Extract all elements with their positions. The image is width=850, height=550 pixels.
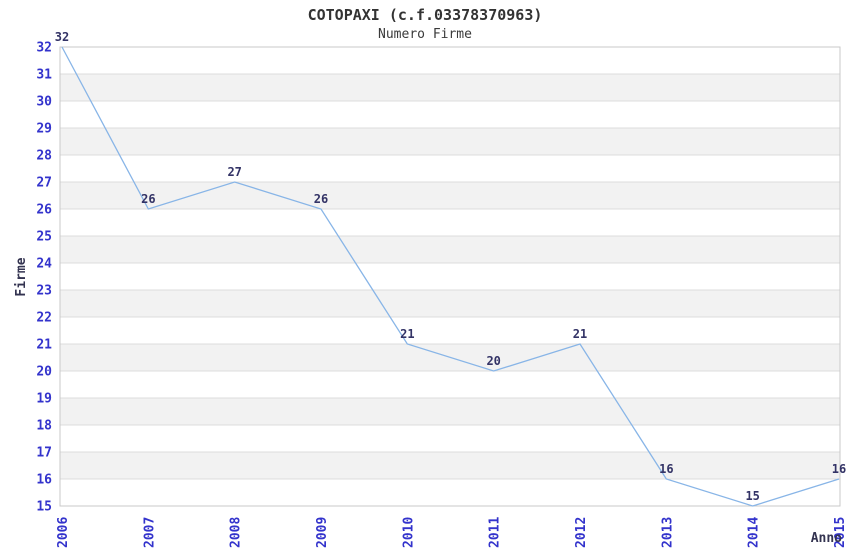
y-tick-label: 25 (36, 230, 52, 245)
y-axis-title: Firme (14, 257, 29, 296)
value-labels: 32 26 27 26 21 20 21 16 15 16 (55, 30, 846, 503)
value-label: 21 (400, 327, 414, 341)
series-line (61, 46, 840, 507)
x-tick-label: 2012 (574, 517, 589, 548)
x-axis-tick-labels: 2006 2007 2008 2009 2010 2011 2012 2013 2014 2015 (56, 517, 848, 548)
value-label: 16 (832, 462, 846, 476)
value-label: 26 (141, 192, 155, 206)
y-tick-label: 31 (36, 68, 52, 83)
y-tick-label: 23 (36, 284, 52, 299)
grid-band (60, 398, 840, 425)
plot-border-rect (59, 46, 841, 507)
y-tick-label: 30 (36, 95, 52, 110)
grid-bands (60, 74, 840, 479)
y-axis-tick-labels: 15 16 17 18 19 20 21 22 23 24 25 26 27 28 29 30 31 32 (36, 41, 52, 515)
value-label: 16 (659, 462, 673, 476)
grid-band (60, 236, 840, 263)
grid-band (60, 74, 840, 101)
y-tick-label: 21 (36, 338, 52, 353)
x-tick-label: 2011 (488, 517, 503, 548)
chart-title: COTOPAXI (c.f.03378370963) (307, 6, 543, 24)
grid-band (60, 452, 840, 479)
grid-band (60, 128, 840, 155)
x-tick-label: 2007 (142, 517, 157, 548)
y-tick-label: 24 (36, 257, 52, 272)
y-tick-label: 16 (36, 473, 52, 488)
value-label: 26 (314, 192, 328, 206)
x-tick-label: 2014 (747, 517, 762, 548)
value-label: 20 (486, 354, 500, 368)
y-tick-label: 22 (36, 311, 52, 326)
x-tick-label: 2013 (660, 517, 675, 548)
chart-subtitle: Numero Firme (378, 27, 472, 42)
x-tick-label: 2009 (315, 517, 330, 548)
y-tick-label: 29 (36, 122, 52, 137)
x-tick-label: 2006 (56, 517, 71, 548)
y-tick-label: 19 (36, 392, 52, 407)
gridlines (60, 46, 840, 507)
value-label: 15 (745, 489, 759, 503)
grid-band (60, 182, 840, 209)
y-tick-label: 32 (36, 41, 52, 56)
data-series (61, 46, 840, 507)
grid-band (60, 290, 840, 317)
x-tick-label: 2008 (229, 517, 244, 548)
y-tick-label: 26 (36, 203, 52, 218)
y-tick-label: 17 (36, 446, 52, 461)
plot-border (59, 46, 841, 507)
y-tick-label: 18 (36, 419, 52, 434)
value-label: 27 (227, 165, 241, 179)
x-tick-label: 2015 (833, 517, 848, 548)
y-tick-label: 20 (36, 365, 52, 380)
value-label: 21 (573, 327, 587, 341)
value-label: 32 (55, 30, 69, 44)
y-tick-label: 27 (36, 176, 52, 191)
x-tick-label: 2010 (401, 517, 416, 548)
y-tick-label: 28 (36, 149, 52, 164)
y-tick-label: 15 (36, 500, 52, 515)
x-axis-title: Anno (811, 531, 842, 546)
